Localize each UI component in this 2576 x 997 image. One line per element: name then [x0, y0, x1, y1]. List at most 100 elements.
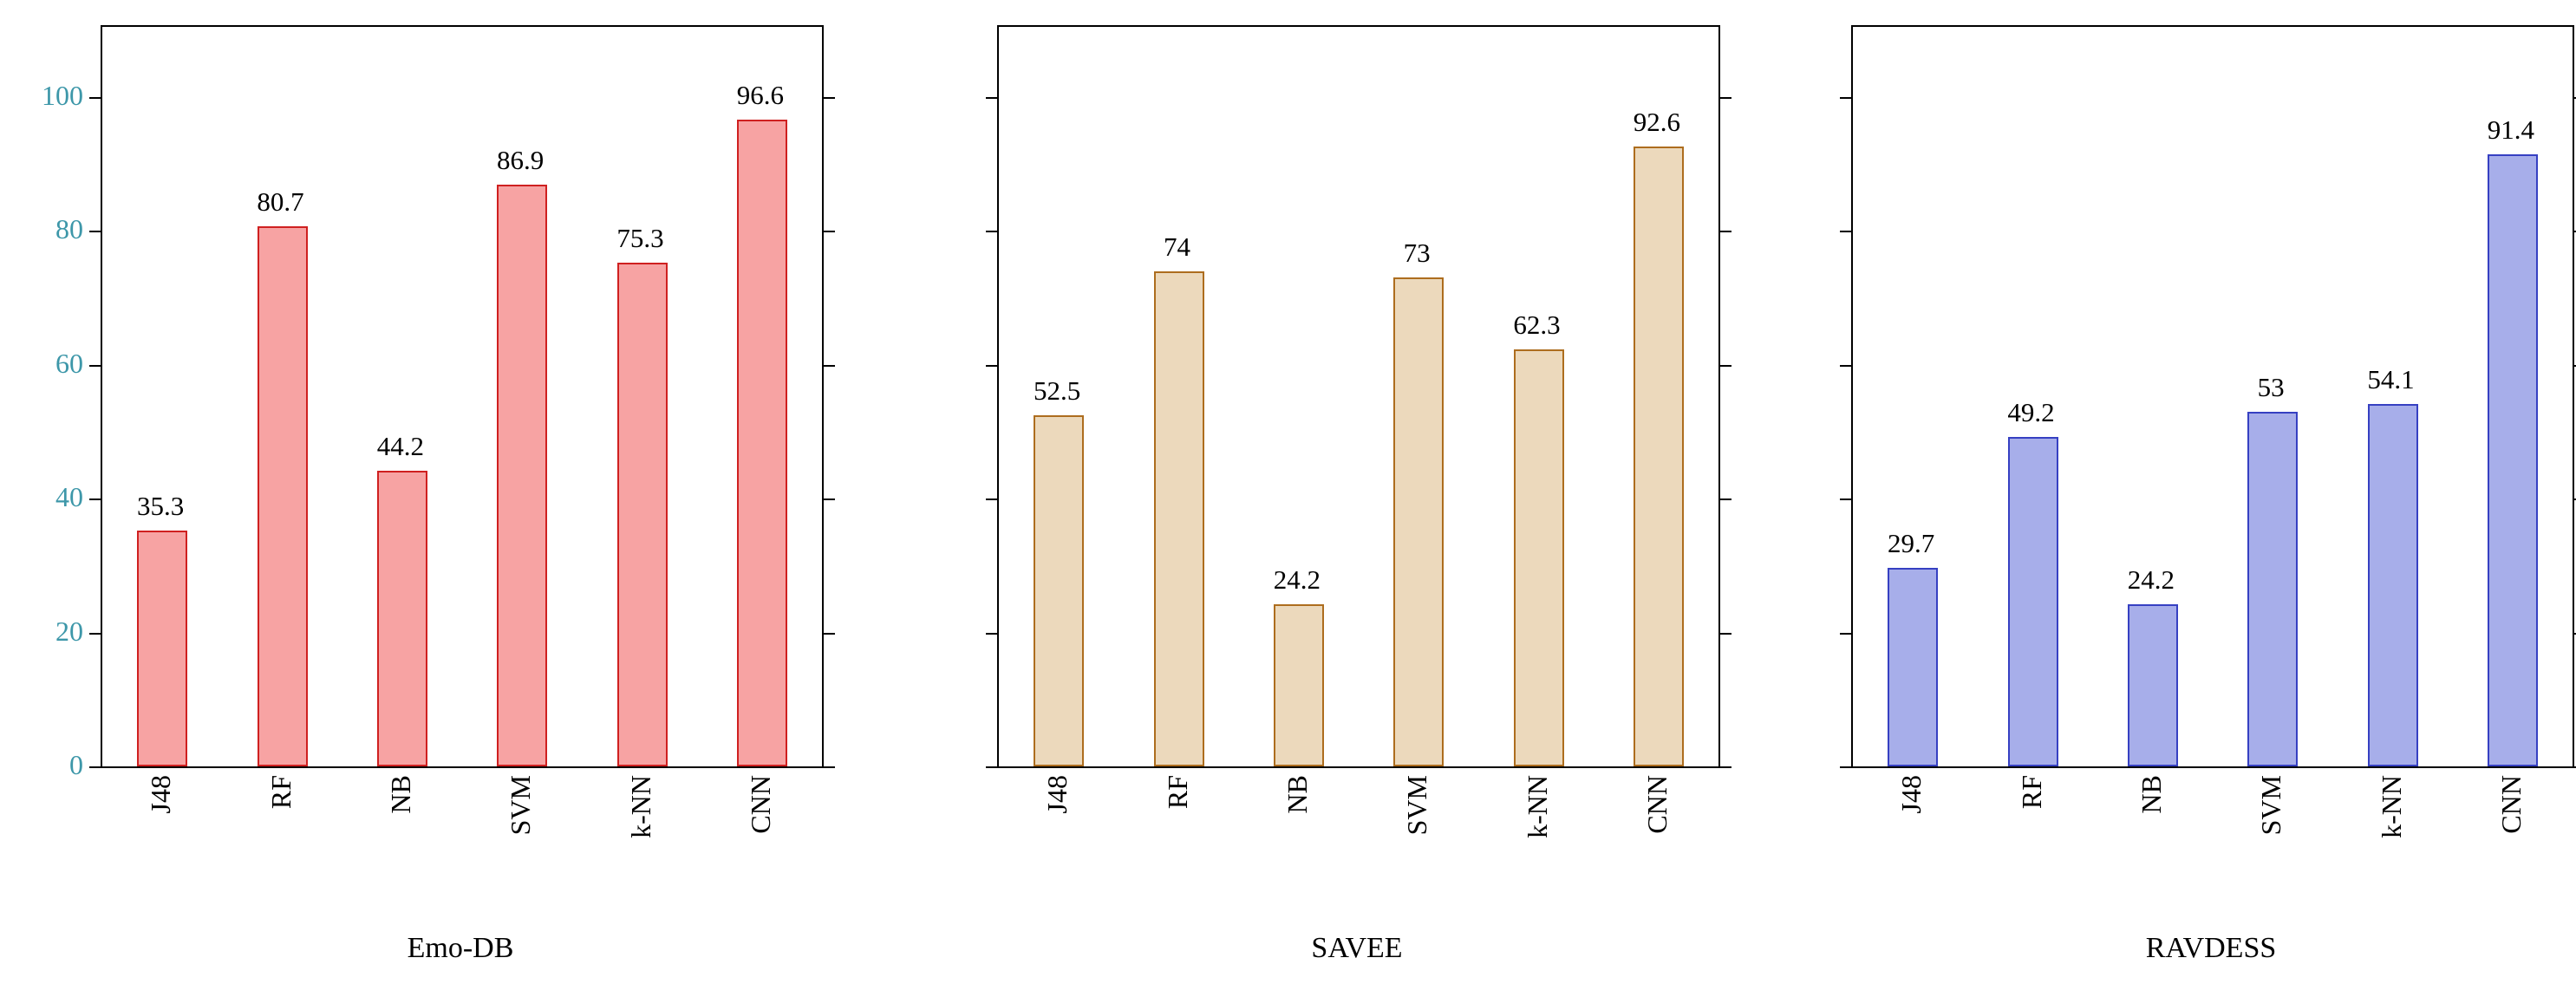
value-label: 52.5 — [1034, 375, 1081, 406]
ytick-label: 60 — [55, 347, 83, 379]
bar — [497, 185, 548, 766]
ytick-mark-right — [2574, 97, 2576, 100]
value-label: 54.1 — [2367, 364, 2415, 395]
ytick-mark-left — [986, 97, 997, 100]
ytick-mark-left — [986, 231, 997, 233]
chart-title: RAVDESS — [2145, 932, 2277, 964]
bar — [1393, 277, 1445, 766]
ytick-mark-left — [89, 97, 101, 100]
value-label: 75.3 — [616, 222, 664, 253]
ytick-mark-right — [1720, 766, 1731, 768]
plot-area — [89, 25, 835, 768]
ytick-mark-left — [1840, 364, 1851, 367]
ytick-mark-left — [1840, 632, 1851, 635]
x-axis-label: k-NN — [1521, 775, 1553, 838]
bar — [2007, 437, 2058, 766]
ytick-mark-left — [1840, 97, 1851, 100]
value-label: 73 — [1403, 238, 1431, 269]
chart-emodb: Emo-DB 0 20 40 60 80 100 35.3 J48 80.7 RF 44.2 NB 86… — [42, 0, 835, 997]
bar — [1513, 349, 1564, 766]
ytick-mark-right — [2574, 231, 2576, 233]
bar — [2247, 411, 2299, 766]
ytick-mark-left — [89, 766, 101, 768]
x-axis-label: J48 — [145, 775, 177, 814]
value-label: 53 — [2257, 371, 2285, 402]
bar — [1153, 270, 1204, 766]
bar — [2367, 404, 2418, 766]
x-axis-label: SVM — [2255, 775, 2287, 836]
chart-savee: SAVEE 52.5 J48 74 RF 24.2 NB 73 SVM 62.3 k-NN 92.6… — [986, 0, 1731, 997]
bar — [1034, 414, 1085, 766]
x-axis-label: J48 — [1895, 775, 1927, 814]
ytick-mark-right — [2574, 632, 2576, 635]
ytick-mark-left — [986, 364, 997, 367]
x-axis-label: RF — [264, 775, 297, 810]
ytick-label: 80 — [55, 213, 83, 245]
x-axis-label: NB — [384, 775, 416, 814]
x-axis-label: CNN — [744, 775, 776, 834]
ytick-mark-left — [1840, 766, 1851, 768]
x-axis-label: k-NN — [2375, 775, 2407, 838]
bar — [1888, 567, 1939, 766]
ytick-mark-left — [1840, 498, 1851, 501]
ytick-mark-right — [1720, 632, 1731, 635]
ytick-mark-right — [1720, 231, 1731, 233]
ytick-mark-left — [986, 632, 997, 635]
x-axis-label: J48 — [1041, 775, 1073, 814]
bar — [257, 226, 308, 766]
x-axis-label: k-NN — [624, 775, 656, 838]
ytick-mark-right — [824, 766, 835, 768]
ytick-mark-right — [1720, 364, 1731, 367]
x-axis-label: NB — [1281, 775, 1313, 814]
ytick-mark-right — [2574, 364, 2576, 367]
x-axis-label: SVM — [1401, 775, 1433, 836]
ytick-mark-left — [89, 632, 101, 635]
bar — [616, 262, 668, 766]
ytick-mark-right — [1720, 97, 1731, 100]
value-label: 62.3 — [1513, 310, 1561, 341]
ytick-label: 0 — [69, 749, 83, 780]
ytick-mark-right — [2574, 498, 2576, 501]
x-axis-label: CNN — [1640, 775, 1673, 834]
x-axis-label: NB — [2135, 775, 2167, 814]
value-label: 49.2 — [2007, 397, 2055, 428]
ytick-mark-left — [1840, 231, 1851, 233]
plot-area — [1840, 25, 2576, 768]
value-label: 29.7 — [1888, 527, 1935, 558]
value-label: 24.2 — [1273, 564, 1321, 596]
ytick-label: 40 — [55, 481, 83, 513]
value-label: 91.4 — [2487, 114, 2534, 146]
value-label: 92.6 — [1633, 107, 1680, 138]
ytick-mark-left — [986, 498, 997, 501]
value-label: 44.2 — [376, 430, 424, 461]
x-axis-label: RF — [2015, 775, 2047, 810]
ytick-mark-right — [824, 498, 835, 501]
ytick-mark-right — [824, 364, 835, 367]
chart-ravdess: RAVDESS 29.7 J48 49.2 RF 24.2 NB 53 SVM 54.1 k-NN… — [1840, 0, 2576, 997]
plot-area — [986, 25, 1731, 768]
value-label: 74 — [1164, 231, 1190, 262]
ytick-mark-right — [824, 231, 835, 233]
value-label: 35.3 — [137, 490, 185, 521]
value-label: 24.2 — [2127, 564, 2175, 596]
ytick-mark-left — [89, 498, 101, 501]
bar — [376, 470, 427, 766]
ytick-label: 100 — [42, 80, 83, 112]
ytick-mark-right — [1720, 498, 1731, 501]
bar — [2487, 154, 2538, 766]
ytick-label: 20 — [55, 615, 83, 647]
ytick-mark-right — [824, 97, 835, 100]
x-axis-label: CNN — [2494, 775, 2527, 834]
chart-title: Emo-DB — [407, 932, 514, 964]
ytick-mark-right — [2574, 766, 2576, 768]
value-label: 86.9 — [497, 145, 545, 176]
bar — [1633, 147, 1684, 766]
bar — [1273, 604, 1324, 766]
value-label: 96.6 — [736, 80, 784, 111]
bar — [2127, 604, 2178, 766]
value-label: 80.7 — [257, 186, 304, 218]
bar — [736, 120, 787, 766]
ytick-mark-right — [824, 632, 835, 635]
chart-title: SAVEE — [1311, 932, 1403, 964]
